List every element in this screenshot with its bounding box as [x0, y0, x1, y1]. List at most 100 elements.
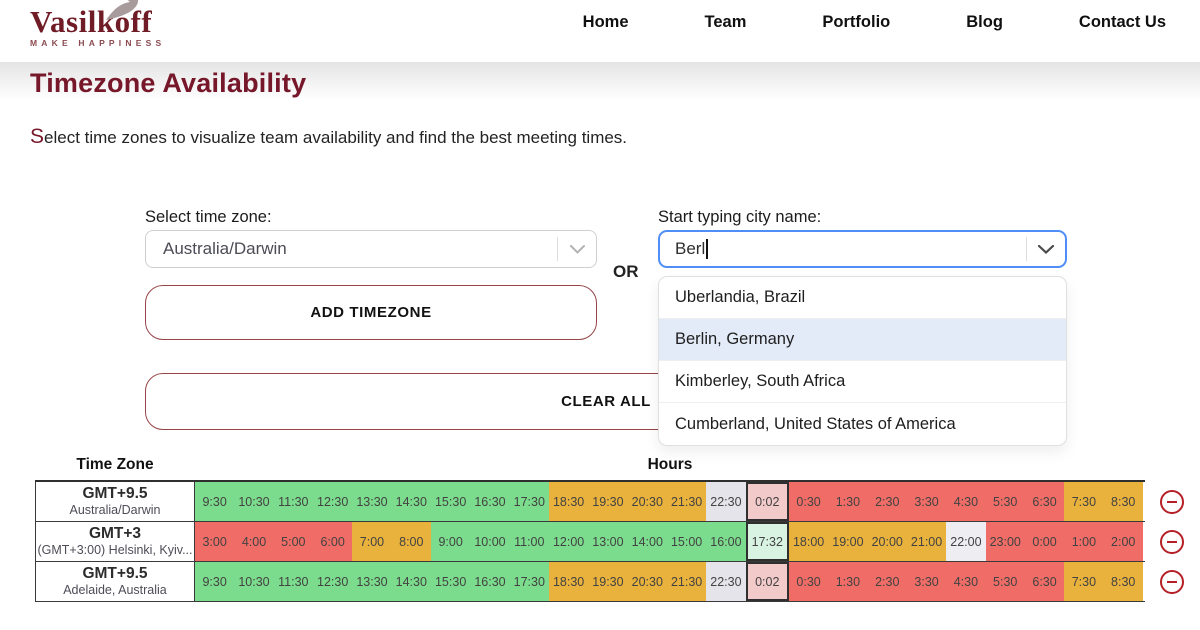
hour-cell: 10:30 — [234, 562, 274, 601]
brand-logo[interactable]: Vasilkoff MAKE HAPPINESS — [30, 0, 166, 48]
table-row: GMT+3 (GMT+3:00) Helsinki, Kyiv... 3:00 4:0… — [35, 522, 1145, 562]
chevron-down-icon[interactable] — [1027, 244, 1065, 254]
hour-cell: 1:30 — [828, 562, 868, 601]
hour-cell: 5:00 — [273, 522, 313, 561]
timezone-label-cell: GMT+9.5 Australia/Darwin — [35, 482, 195, 521]
remove-timezone-button[interactable] — [1147, 562, 1197, 602]
timezone-name: Australia/Darwin — [69, 503, 161, 517]
gmt-offset: GMT+9.5 — [82, 485, 148, 502]
hour-cell: 13:30 — [352, 562, 392, 601]
timezone-label-cell: GMT+3 (GMT+3:00) Helsinki, Kyiv... — [35, 522, 195, 561]
hour-cell: 10:00 — [470, 522, 510, 561]
minus-icon — [1160, 530, 1184, 554]
hour-cell: 0:30 — [788, 482, 829, 521]
hour-cells: 9:30 10:30 11:30 12:30 13:30 14:30 15:30 16:30 1… — [195, 482, 1143, 521]
hour-cell: 16:00 — [706, 522, 746, 561]
hour-cell: 20:30 — [627, 482, 667, 521]
add-timezone-button[interactable]: ADD TIMEZONE — [145, 285, 597, 340]
hour-cell: 21:30 — [666, 562, 707, 601]
hour-cell: 2:30 — [867, 482, 907, 521]
hour-cell: 17:32 — [745, 522, 789, 561]
hour-cell: 22:30 — [706, 562, 746, 601]
header-gradient — [0, 62, 1200, 100]
nav-item-contact-us[interactable]: Contact Us — [1078, 12, 1166, 31]
hour-cell: 18:30 — [548, 562, 589, 601]
hour-cell: 1:30 — [828, 482, 868, 521]
brand-tagline: MAKE HAPPINESS — [30, 38, 166, 48]
minus-icon — [1160, 570, 1184, 594]
chevron-down-icon — [558, 244, 596, 254]
city-suggestions-dropdown: Uberlandia, Brazil Berlin, Germany Kimberl… — [658, 276, 1067, 446]
city-input-value: Berl — [675, 239, 706, 258]
hour-cell: 8:00 — [391, 522, 431, 561]
suggestion-item[interactable]: Uberlandia, Brazil — [659, 277, 1066, 319]
hour-cell: 9:30 — [195, 562, 235, 601]
remove-timezone-button[interactable] — [1147, 522, 1197, 562]
suggestion-item[interactable]: Kimberley, South Africa — [659, 361, 1066, 403]
hour-cell: 11:30 — [273, 562, 313, 601]
hour-cells: 3:00 4:00 5:00 6:00 7:00 8:00 9:00 10:00 11:00 12… — [195, 522, 1143, 561]
table-row: GMT+9.5 Adelaide, Australia 9:30 10:30 11:30… — [35, 562, 1145, 602]
text-cursor — [706, 239, 709, 259]
hour-cell: 0:02 — [745, 562, 789, 601]
hour-cell: 21:00 — [906, 522, 947, 561]
hour-cell: 22:00 — [946, 522, 986, 561]
gmt-offset: GMT+3 — [88, 525, 142, 542]
nav-item-blog[interactable]: Blog — [966, 12, 1003, 31]
subtitle-dropcap: S — [30, 125, 45, 148]
hour-cell: 12:30 — [312, 562, 353, 601]
hour-cell: 22:30 — [706, 482, 746, 521]
city-input-label: Start typing city name: — [658, 208, 822, 226]
input-divider — [1026, 237, 1027, 261]
hour-cell: 1:00 — [1064, 522, 1104, 561]
hour-cell: 19:00 — [828, 522, 868, 561]
site-header: Vasilkoff MAKE HAPPINESS Home Team Portfol… — [0, 0, 1200, 62]
hour-cell: 13:30 — [352, 482, 392, 521]
timezone-select[interactable]: Australia/Darwin — [145, 230, 597, 268]
remove-timezone-button[interactable] — [1147, 482, 1197, 522]
hour-cell: 7:00 — [352, 522, 392, 561]
timezone-select-value: Australia/Darwin — [163, 239, 287, 258]
hour-cell: 2:30 — [867, 562, 907, 601]
page-subtitle: Select time zones to visualize team avai… — [30, 125, 627, 149]
hour-cell: 23:00 — [985, 522, 1025, 561]
hour-cell: 21:30 — [666, 482, 707, 521]
table-header-timezone: Time Zone — [76, 456, 154, 473]
hour-cell: 6:30 — [1024, 562, 1065, 601]
hour-cell: 16:30 — [470, 562, 510, 601]
minus-icon — [1160, 490, 1184, 514]
hour-cell: 19:30 — [588, 482, 628, 521]
hour-cell: 5:30 — [985, 562, 1025, 601]
hour-cell: 4:30 — [946, 482, 986, 521]
hour-cell: 9:30 — [195, 482, 235, 521]
hour-cell: 8:30 — [1103, 482, 1143, 521]
suggestion-item[interactable]: Cumberland, United States of America — [675, 414, 956, 433]
hour-cell: 17:30 — [509, 562, 549, 601]
city-search-input[interactable]: Berl — [658, 230, 1067, 268]
nav-item-team[interactable]: Team — [704, 12, 747, 31]
page-title: Timezone Availability — [30, 68, 307, 98]
suggestion-item[interactable]: Berlin, Germany — [659, 319, 1066, 361]
hour-cell: 14:30 — [391, 562, 431, 601]
hour-cell: 18:00 — [788, 522, 829, 561]
hour-cell: 2:00 — [1103, 522, 1143, 561]
hour-cell: 4:00 — [234, 522, 274, 561]
timezone-label-cell: GMT+9.5 Adelaide, Australia — [35, 562, 195, 601]
hour-cell: 3:30 — [906, 482, 947, 521]
timezone-name: (GMT+3:00) Helsinki, Kyiv... — [37, 543, 193, 557]
hour-cell: 7:30 — [1064, 482, 1104, 521]
gmt-offset: GMT+9.5 — [82, 565, 148, 582]
hour-cell: 13:00 — [588, 522, 628, 561]
nav-item-portfolio[interactable]: Portfolio — [822, 12, 891, 31]
hour-cell: 11:30 — [273, 482, 313, 521]
hour-cell: 17:30 — [509, 482, 549, 521]
hour-cell: 20:00 — [867, 522, 907, 561]
hour-cell: 20:30 — [627, 562, 667, 601]
hour-cell: 0:02 — [745, 482, 789, 521]
subtitle-text: elect time zones to visualize team avail… — [44, 128, 628, 147]
nav-item-home[interactable]: Home — [582, 12, 629, 31]
hour-cell: 3:00 — [195, 522, 235, 561]
hour-cell: 3:30 — [906, 562, 947, 601]
hour-cell: 11:00 — [509, 522, 549, 561]
